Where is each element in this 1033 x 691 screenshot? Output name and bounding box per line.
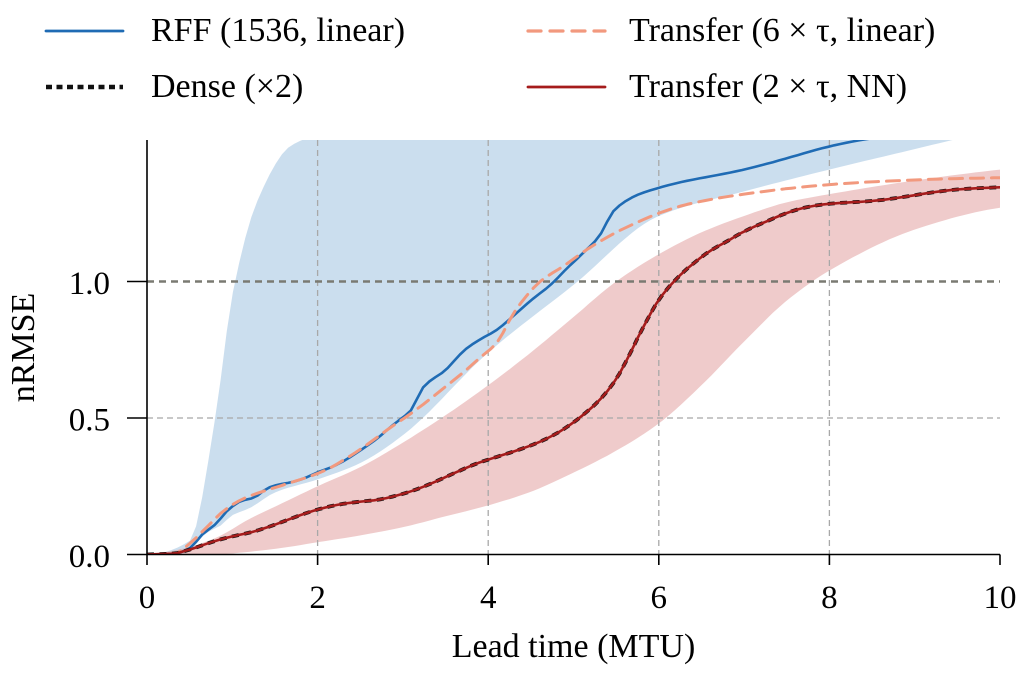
svg-text:Transfer (6 × τ, linear): Transfer (6 × τ, linear): [629, 12, 935, 49]
svg-text:0.5: 0.5: [69, 403, 110, 439]
svg-text:Transfer (2 × τ, NN): Transfer (2 × τ, NN): [629, 68, 907, 105]
svg-text:0: 0: [139, 580, 156, 616]
svg-text:Dense (×2): Dense (×2): [151, 68, 303, 105]
svg-text:8: 8: [821, 580, 838, 616]
svg-text:0.0: 0.0: [69, 539, 110, 575]
svg-text:6: 6: [651, 580, 668, 616]
svg-text:2: 2: [309, 580, 326, 616]
svg-text:4: 4: [480, 580, 497, 616]
svg-text:nRMSE: nRMSE: [5, 293, 42, 403]
svg-text:Lead time (MTU): Lead time (MTU): [452, 628, 696, 665]
svg-text:RFF (1536, linear): RFF (1536, linear): [151, 12, 405, 49]
svg-text:10: 10: [984, 580, 1017, 616]
svg-text:1.0: 1.0: [69, 266, 110, 302]
